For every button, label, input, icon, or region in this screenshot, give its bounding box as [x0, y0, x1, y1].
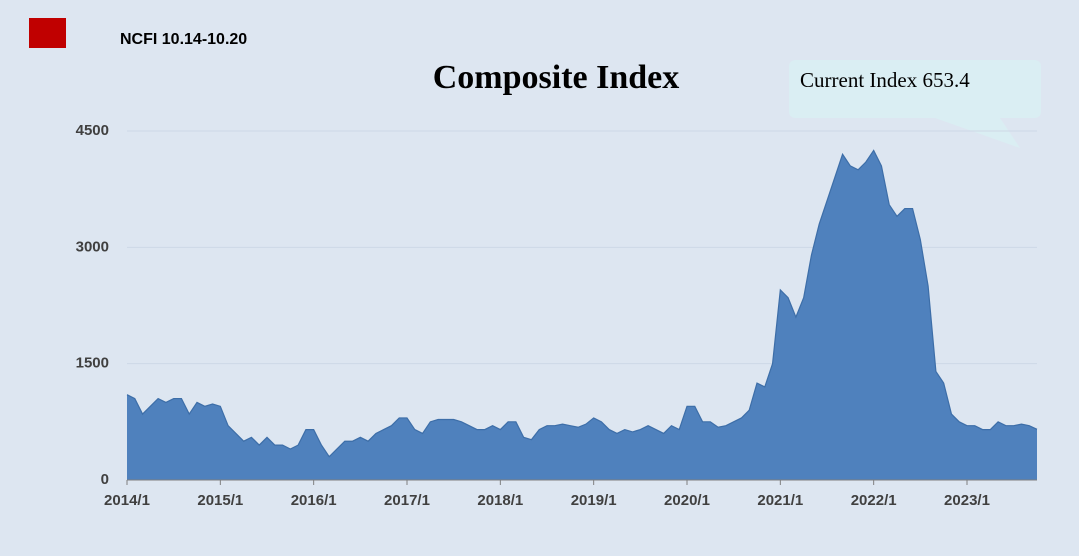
header: NCFI 10.14-10.20	[120, 31, 247, 48]
callout	[789, 60, 1041, 148]
x-tick-label: 2020/1	[664, 492, 710, 509]
x-tick-label: 2015/1	[197, 492, 243, 509]
x-tick-label: 2019/1	[571, 492, 617, 509]
x-tick-label: 2018/1	[477, 492, 523, 509]
chart-title: Composite Index	[433, 59, 680, 96]
area	[127, 150, 1037, 480]
area-edge	[126, 149, 1038, 458]
y-tick-label: 0	[101, 471, 109, 488]
y-tick-label: 1500	[76, 355, 109, 372]
x-tick-label: 2016/1	[291, 492, 337, 509]
y-tick-label: 4500	[76, 122, 109, 139]
x-tick-label: 2023/1	[944, 492, 990, 509]
x-tick-label: 2017/1	[384, 492, 430, 509]
y-tick-label: 3000	[76, 238, 109, 255]
x-tick-label: 2022/1	[851, 492, 897, 509]
annotation: Current Index 653.4	[800, 68, 970, 92]
x-tick-label: 2021/1	[757, 492, 803, 509]
logo-square	[29, 18, 66, 48]
x-tick-label: 2014/1	[104, 492, 150, 509]
